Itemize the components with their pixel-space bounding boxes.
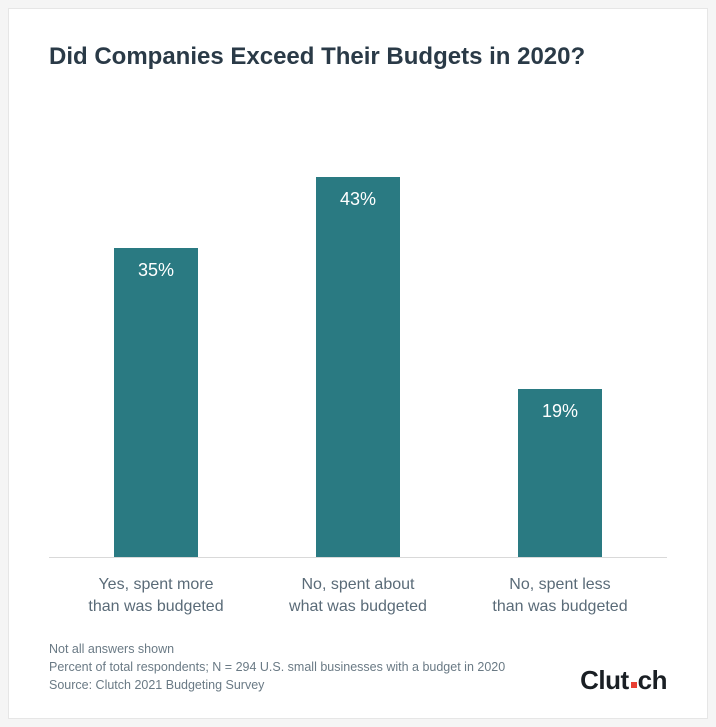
bar-2: 19% <box>518 389 602 557</box>
chart-plot-area: 35% 43% 19% <box>49 81 667 558</box>
footnote-line-1: Not all answers shown <box>49 640 667 658</box>
logo-text-right: ch <box>638 665 667 696</box>
bar-1: 43% <box>316 177 400 557</box>
footnote-line-3: Source: Clutch 2021 Budgeting Survey <box>49 676 667 694</box>
bar-group-1: 43% <box>267 177 449 557</box>
x-axis-labels: Yes, spent more than was budgeted No, sp… <box>49 564 667 617</box>
bar-group-2: 19% <box>469 389 651 557</box>
x-label-1: No, spent about what was budgeted <box>267 574 449 617</box>
bar-value-label-2: 19% <box>542 401 578 422</box>
x-label-2-line1: No, spent less <box>509 576 610 593</box>
chart-title: Did Companies Exceed Their Budgets in 20… <box>49 43 667 71</box>
x-label-0-line1: Yes, spent more <box>98 576 213 593</box>
bar-value-label-1: 43% <box>340 189 376 210</box>
logo-dot-icon <box>631 682 637 688</box>
logo-text-left: Clu <box>580 665 620 696</box>
bar-group-0: 35% <box>65 248 247 557</box>
chart-card: Did Companies Exceed Their Budgets in 20… <box>8 8 708 719</box>
x-label-1-line1: No, spent about <box>302 576 415 593</box>
bar-value-label-0: 35% <box>138 260 174 281</box>
clutch-logo: Clu t ch <box>580 665 667 696</box>
x-label-2: No, spent less than was budgeted <box>469 574 651 617</box>
footnotes: Not all answers shown Percent of total r… <box>49 640 667 694</box>
x-label-0-line2: than was budgeted <box>88 598 223 615</box>
x-label-2-line2: than was budgeted <box>492 598 627 615</box>
bar-0: 35% <box>114 248 198 557</box>
footnote-line-2: Percent of total respondents; N = 294 U.… <box>49 658 667 676</box>
x-label-1-line2: what was budgeted <box>289 598 427 615</box>
x-label-0: Yes, spent more than was budgeted <box>65 574 247 617</box>
